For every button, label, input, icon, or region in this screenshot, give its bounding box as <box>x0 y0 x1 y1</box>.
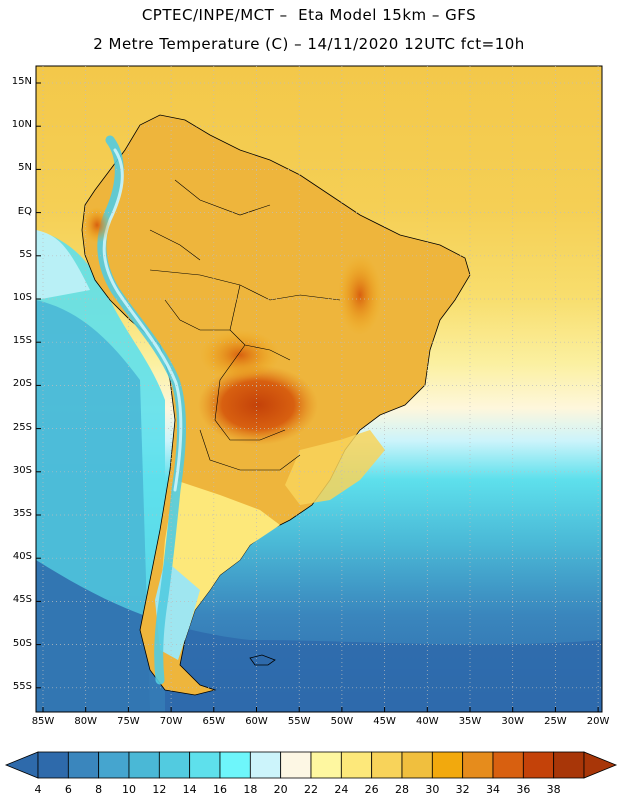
colorbar-swatch <box>492 751 524 779</box>
lon-label: 70W <box>159 716 183 727</box>
lon-label: 50W <box>330 716 354 727</box>
colorbar-swatch <box>280 751 312 779</box>
colorbar-swatch <box>67 751 100 779</box>
colorbar-swatch <box>310 751 342 779</box>
colorbar-swatch <box>128 751 160 779</box>
map-subtitle: 2 Metre Temperature (C) – 14/11/2020 12U… <box>93 35 525 53</box>
lon-label: 75W <box>117 716 140 727</box>
lat-label: 25S <box>12 421 32 433</box>
colorbar <box>4 751 618 779</box>
colorbar-label: 34 <box>486 783 500 796</box>
colorbar-swatch <box>553 751 585 779</box>
lon-label: 20W <box>586 716 610 727</box>
lat-label: 5N <box>18 162 32 174</box>
bolivia-hot-zone <box>200 330 280 380</box>
colorbar-label: 28 <box>395 783 409 796</box>
lon-label: 45W <box>373 716 396 727</box>
lon-label: 40W <box>415 716 439 727</box>
lon-label: 65W <box>202 716 226 727</box>
colorbar-label: 6 <box>64 783 72 796</box>
tocantins-hot-zone <box>338 255 382 335</box>
colorbar-swatch <box>189 751 221 779</box>
colorbar-swatch <box>340 751 373 779</box>
ecuador-hot-zone <box>83 207 111 243</box>
colorbar-label: 10 <box>122 783 136 796</box>
lat-label: 10S <box>12 292 32 303</box>
colorbar-label: 14 <box>182 783 197 796</box>
lat-label: 55S <box>12 680 32 692</box>
lat-label: 40S <box>12 551 32 563</box>
colorbar-label: 36 <box>516 783 531 796</box>
colorbar-swatch <box>462 751 494 779</box>
map-title: CPTEC/INPE/MCT – Eta Model 15km – GFS <box>141 6 477 24</box>
lat-label: 20S <box>12 378 32 390</box>
pacific-mild-strip <box>36 230 90 300</box>
colorbar-swatch <box>158 751 191 779</box>
colorbar-swatch <box>37 751 69 779</box>
lon-label: 35W <box>458 716 482 727</box>
lon-label: 25W <box>544 716 567 727</box>
lon-label: 55W <box>287 716 311 727</box>
andes-peaks <box>102 148 183 492</box>
colorbar-swatch <box>431 751 464 779</box>
colorbar-swatch <box>522 751 555 779</box>
colorbar-swatch <box>371 751 403 779</box>
lat-label: 10N <box>11 119 32 131</box>
lat-label: 35S <box>12 508 32 519</box>
lon-label: 85W <box>31 716 55 727</box>
colorbar-label: 32 <box>455 783 470 796</box>
colorbar-max-arrow <box>583 751 618 779</box>
colorbar-label: 12 <box>152 783 167 796</box>
lat-label: 50S <box>12 637 32 649</box>
colorbar-label: 18 <box>243 783 258 796</box>
colorbar-label: 20 <box>273 783 288 796</box>
colorbar-min-arrow <box>4 751 39 779</box>
colorbar-label: 38 <box>546 783 561 796</box>
lon-label: 30W <box>501 716 524 727</box>
colorbar-swatch <box>401 751 433 779</box>
lat-label: 30S <box>12 464 32 476</box>
country-borders <box>149 179 341 471</box>
colorbar-label: 8 <box>95 783 103 796</box>
axis-ticks <box>36 82 599 712</box>
lat-label: 5S <box>19 248 32 260</box>
colorbar-label: 24 <box>334 783 349 796</box>
colorbar-swatch <box>98 751 130 779</box>
lon-label: 80W <box>74 716 97 727</box>
lat-label: EQ <box>17 205 32 217</box>
lon-label: 60W <box>245 716 268 727</box>
colorbar-swatch <box>219 751 251 779</box>
southeast-mild-zone <box>285 430 385 505</box>
lat-label: 15N <box>11 76 32 87</box>
paraguay-hot-zone <box>198 365 318 445</box>
colorbar-label: 22 <box>304 783 318 796</box>
lat-label: 45S <box>12 594 32 606</box>
colorbar-label: 30 <box>425 783 440 796</box>
colorbar-label: 16 <box>213 783 227 796</box>
map-frame <box>35 65 603 713</box>
colorbar-label: 4 <box>34 783 42 796</box>
colorbar-swatch <box>249 751 282 779</box>
lat-label: 15S <box>12 335 32 347</box>
colorbar-label: 26 <box>364 783 379 796</box>
